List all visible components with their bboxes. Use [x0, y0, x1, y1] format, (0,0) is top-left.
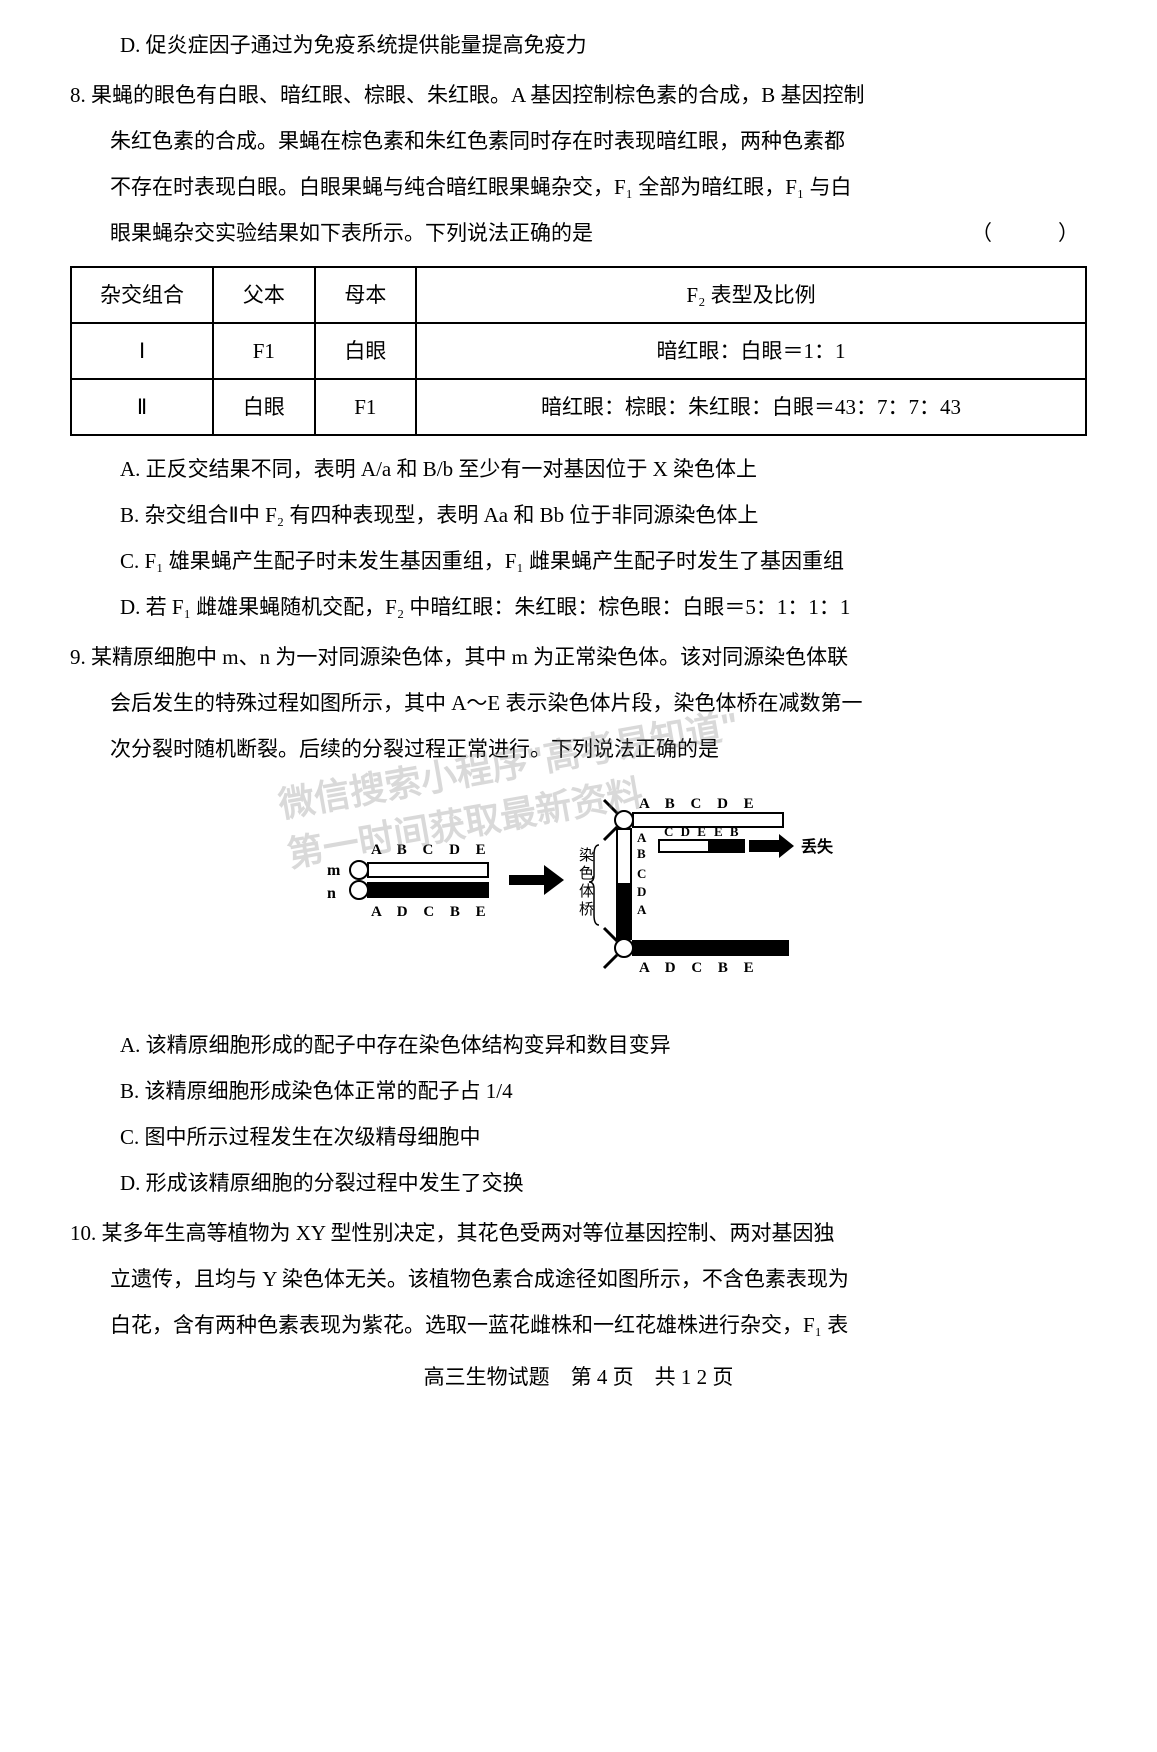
- table-header-row: 杂交组合 父本 母本 F₂ 表型及比例: [71, 267, 1086, 323]
- q8-line4-wrap: 眼果蝇杂交实验结果如下表所示。下列说法正确的是 （ ）: [70, 212, 1087, 254]
- bridge-label-2: 色: [579, 865, 594, 882]
- table-header-cell: F₂ 表型及比例: [416, 267, 1086, 323]
- bridge-label-3: 体: [579, 883, 594, 900]
- q9-stem: 9. 某精原细胞中 m、n 为一对同源染色体，其中 m 为正常染色体。该对同源染…: [70, 636, 1087, 678]
- q8-line2: 朱红色素的合成。果蝇在棕色素和朱红色素同时存在时表现暗红眼，两种色素都: [70, 120, 1087, 162]
- q9-line1: 某精原细胞中 m、n 为一对同源染色体，其中 m 为正常染色体。该对同源染色体联: [91, 645, 848, 669]
- q9-diagram: m A B C D E n A D C B E 染 色 体 桥: [70, 790, 1087, 1004]
- q8-line4: 眼果蝇杂交实验结果如下表所示。下列说法正确的是: [110, 221, 593, 245]
- table-cell: 暗红眼：棕眼：朱红眼：白眼＝43：7：7：43: [416, 379, 1086, 435]
- q8-table: 杂交组合 父本 母本 F₂ 表型及比例 Ⅰ F1 白眼 暗红眼：白眼＝1：1 Ⅱ…: [70, 266, 1087, 436]
- table-row: Ⅰ F1 白眼 暗红眼：白眼＝1：1: [71, 323, 1086, 379]
- table-cell: 暗红眼：白眼＝1：1: [416, 323, 1086, 379]
- q8-stem: 8. 果蝇的眼色有白眼、暗红眼、棕眼、朱红眼。A 基因控制棕色素的合成，B 基因…: [70, 74, 1087, 116]
- q8-line3: 不存在时表现白眼。白眼果蝇与纯合暗红眼果蝇杂交，F₁ 全部为暗红眼，F₁ 与白: [70, 166, 1087, 208]
- bridge-label-4: 桥: [579, 901, 594, 918]
- q7-option-d: D. 促炎症因子通过为免疫系统提供能量提高免疫力: [70, 24, 1087, 66]
- q8-line1: 果蝇的眼色有白眼、暗红眼、棕眼、朱红眼。A 基因控制棕色素的合成，B 基因控制: [91, 83, 865, 107]
- table-cell: Ⅰ: [71, 323, 213, 379]
- n-label: n: [327, 885, 336, 902]
- table-cell: F1: [315, 379, 417, 435]
- q10-stem: 10. 某多年生高等植物为 XY 型性别决定，其花色受两对等位基因控制、两对基因…: [70, 1212, 1087, 1254]
- q8-option-b: B. 杂交组合Ⅱ中 F₂ 有四种表现型，表明 Aa 和 Bb 位于非同源染色体上: [70, 494, 1087, 536]
- table-cell: 白眼: [315, 323, 417, 379]
- bridge-label-1: 染: [579, 847, 594, 864]
- q10-line2: 立遗传，且均与 Y 染色体无关。该植物色素合成途径如图所示，不含色素表现为: [70, 1258, 1087, 1300]
- q9-line3: 次分裂时随机断裂。后续的分裂过程正常进行。下列说法正确的是: [70, 728, 1087, 770]
- q9-option-c: C. 图中所示过程发生在次级精母细胞中: [70, 1116, 1087, 1158]
- table-cell: F1: [213, 323, 315, 379]
- table-cell: Ⅱ: [71, 379, 213, 435]
- q9-number: 9.: [70, 645, 86, 669]
- svg-text:A: A: [637, 830, 647, 845]
- q9-option-b: B. 该精原细胞形成染色体正常的配子占 1/4: [70, 1070, 1087, 1112]
- q8-number: 8.: [70, 83, 86, 107]
- q8-paren: （ ）: [971, 212, 1087, 254]
- top-chromatid-label: A B C D E: [639, 796, 760, 812]
- table-row: Ⅱ 白眼 F1 暗红眼：棕眼：朱红眼：白眼＝43：7：7：43: [71, 379, 1086, 435]
- svg-text:E B: E B: [714, 824, 741, 839]
- q10-number: 10.: [70, 1221, 96, 1245]
- m-segments: A B C D E: [371, 842, 492, 858]
- svg-text:C: C: [637, 866, 646, 881]
- svg-text:C D E: C D E: [664, 824, 708, 839]
- arrow-icon: [509, 865, 564, 895]
- page-footer: 高三生物试题 第 4 页 共 1 2 页: [70, 1356, 1087, 1398]
- table-header-cell: 母本: [315, 267, 417, 323]
- q8-option-a: A. 正反交结果不同，表明 A/a 和 B/b 至少有一对基因位于 X 染色体上: [70, 448, 1087, 490]
- chromosome-diagram-svg: m A B C D E n A D C B E 染 色 体 桥: [279, 790, 879, 990]
- table-header-cell: 父本: [213, 267, 315, 323]
- q10-line3: 白花，含有两种色素表现为紫花。选取一蓝花雌株和一红花雄株进行杂交，F₁ 表: [70, 1304, 1087, 1346]
- q8-option-c: C. F₁ 雄果蝇产生配子时未发生基因重组，F₁ 雌果蝇产生配子时发生了基因重组: [70, 540, 1087, 582]
- m-label: m: [327, 862, 341, 879]
- table-header-cell: 杂交组合: [71, 267, 213, 323]
- lost-arrow-icon: [749, 834, 794, 858]
- q9-line2: 会后发生的特殊过程如图所示，其中 A～E 表示染色体片段，染色体桥在减数第一: [70, 682, 1087, 724]
- n-segments: A D C B E: [371, 904, 492, 920]
- q10-line1: 某多年生高等植物为 XY 型性别决定，其花色受两对等位基因控制、两对基因独: [102, 1221, 835, 1245]
- q8-option-d: D. 若 F₁ 雌雄果蝇随机交配，F₂ 中暗红眼：朱红眼：棕色眼：白眼＝5：1：…: [70, 586, 1087, 628]
- svg-text:A: A: [637, 902, 647, 917]
- q9-option-a: A. 该精原细胞形成的配子中存在染色体结构变异和数目变异: [70, 1024, 1087, 1066]
- q9-option-d: D. 形成该精原细胞的分裂过程中发生了交换: [70, 1162, 1087, 1204]
- svg-text:D: D: [637, 884, 646, 899]
- svg-text:B: B: [637, 846, 646, 861]
- table-cell: 白眼: [213, 379, 315, 435]
- lost-label: 丢失: [801, 837, 834, 856]
- bottom-chromatid-label: A D C B E: [639, 960, 760, 976]
